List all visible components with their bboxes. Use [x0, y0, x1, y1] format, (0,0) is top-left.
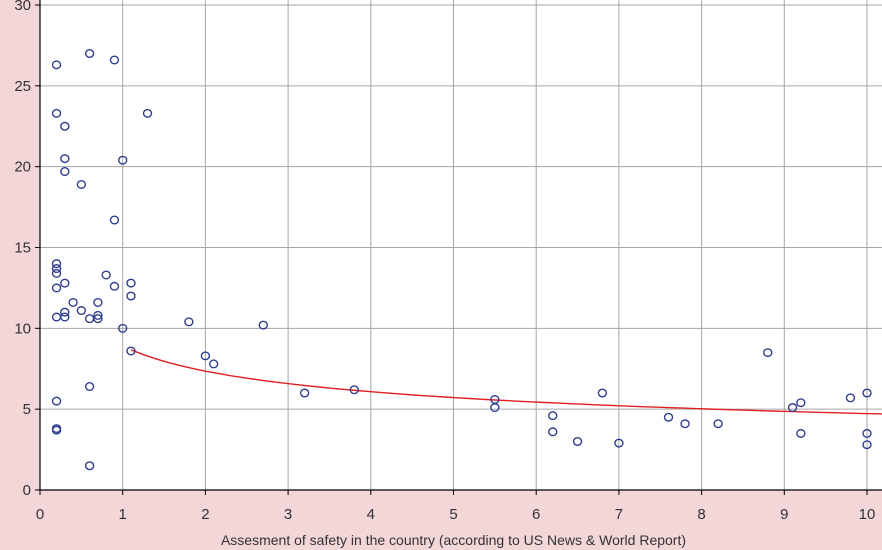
data-point [862, 388, 872, 398]
data-point [862, 440, 872, 450]
axes [35, 0, 882, 495]
x-axis-title: Assesment of safety in the country (acco… [221, 532, 686, 548]
x-tick-label: 7 [615, 506, 623, 523]
x-tick-label: 6 [532, 506, 540, 523]
data-point [84, 382, 95, 392]
data-point [787, 403, 798, 413]
y-tick-label: 15 [14, 240, 31, 257]
data-point [490, 403, 500, 413]
data-point [60, 278, 70, 288]
data-point [258, 320, 268, 330]
data-point [763, 348, 773, 358]
x-tick-label: 2 [201, 506, 209, 523]
y-tick-label: 10 [14, 320, 31, 337]
y-tick-label: 30 [14, 0, 31, 14]
data-point [299, 388, 310, 398]
tick-labels: 0 5 10 15 20 25 30 0 1 2 3 4 5 6 7 8 9 10 [14, 0, 875, 523]
x-tick-label: 5 [449, 506, 457, 523]
x-tick-label: 1 [119, 506, 127, 523]
data-point [126, 346, 136, 356]
y-tick-label: 5 [23, 401, 31, 418]
data-point [84, 49, 95, 59]
data-point [614, 438, 624, 448]
gridlines [40, 0, 882, 490]
x-tick-label: 9 [780, 506, 788, 523]
data-point [713, 419, 723, 429]
trendline [130, 349, 882, 415]
data-point [51, 396, 62, 406]
x-tick-label: 8 [697, 506, 705, 523]
data-point [84, 461, 95, 471]
data-point [51, 60, 62, 70]
data-point [51, 108, 62, 118]
y-tick-label: 0 [23, 482, 31, 499]
data-point [796, 398, 806, 408]
data-point [60, 154, 70, 164]
y-tick-label: 20 [14, 159, 31, 176]
data-point [101, 270, 111, 280]
data-point [76, 179, 87, 189]
data-point [862, 428, 872, 438]
x-tick-label: 4 [367, 506, 375, 523]
data-point [51, 259, 62, 269]
data-point [93, 297, 103, 307]
x-tick-label: 0 [36, 506, 44, 523]
data-point [93, 314, 103, 324]
data-point [548, 427, 558, 437]
data-point [184, 317, 194, 327]
data-point [200, 351, 211, 361]
data-point [349, 385, 359, 395]
data-point [109, 55, 120, 65]
data-point [51, 283, 62, 293]
data-point [109, 215, 120, 225]
data-point [60, 121, 70, 131]
data-point [51, 425, 62, 435]
data-point [663, 412, 674, 422]
data-point [60, 167, 70, 177]
data-point [572, 437, 583, 447]
data-points [51, 49, 872, 471]
data-point [208, 359, 219, 369]
plot-area [40, 0, 882, 490]
x-tick-label: 3 [284, 506, 292, 523]
data-point [68, 297, 78, 307]
y-tick-label: 25 [14, 78, 31, 95]
data-point [126, 278, 136, 288]
data-point [51, 264, 62, 274]
data-point [845, 393, 856, 403]
data-point [51, 268, 62, 278]
data-point [680, 419, 690, 429]
data-point [142, 108, 153, 118]
trendline-layer [130, 349, 882, 415]
data-point [60, 312, 70, 322]
data-point [796, 428, 806, 438]
x-tick-label: 10 [859, 506, 876, 523]
data-point [60, 307, 70, 317]
data-point [126, 291, 136, 301]
data-point [597, 388, 608, 398]
data-point [117, 155, 128, 165]
data-point [548, 411, 558, 421]
data-point [117, 323, 128, 333]
data-point [93, 310, 103, 320]
data-point [76, 306, 87, 316]
data-point [109, 281, 120, 291]
